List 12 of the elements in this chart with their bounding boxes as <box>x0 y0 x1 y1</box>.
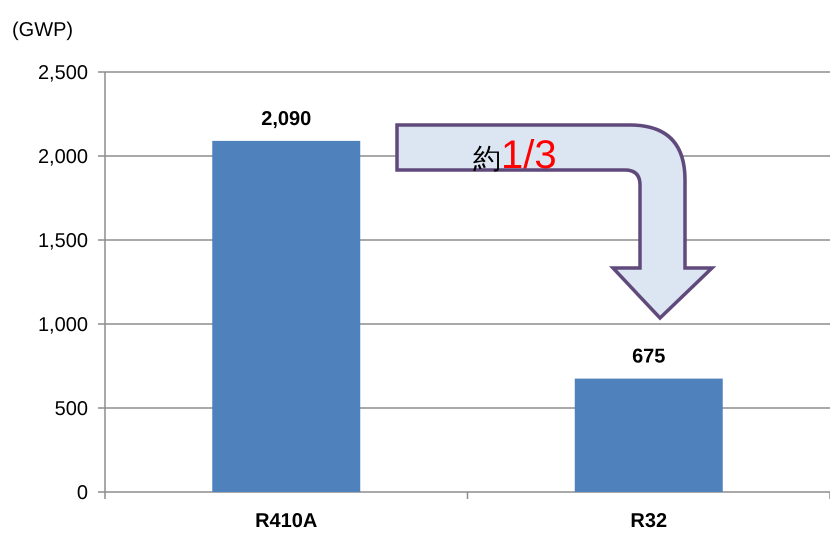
y-tick-label: 0 <box>76 482 88 504</box>
y-axis-title: (GWP) <box>12 19 74 41</box>
x-tick-label: R32 <box>630 510 668 532</box>
data-label: 675 <box>632 346 666 368</box>
annotation: 約1/3 <box>473 133 557 177</box>
data-label: 2,090 <box>261 108 312 130</box>
y-tick-label: 2,500 <box>38 62 88 84</box>
y-tick-label: 500 <box>54 398 88 420</box>
y-tick-label: 1,000 <box>38 314 88 336</box>
y-tick-label: 1,500 <box>38 230 88 252</box>
y-tick-label: 2,000 <box>38 146 88 168</box>
x-tick-label: R410A <box>255 510 318 532</box>
